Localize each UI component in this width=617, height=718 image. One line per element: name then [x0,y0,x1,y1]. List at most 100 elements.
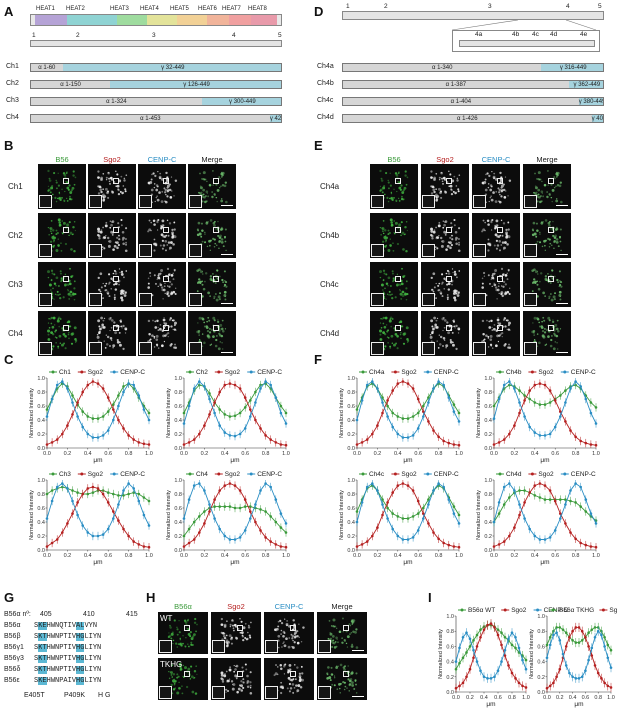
data-point [437,380,440,383]
data-point [587,645,590,648]
data-point [416,411,420,415]
roi-box [394,226,401,233]
data-point [147,545,151,549]
roi-box [237,624,243,631]
x-tick-label: 0.4 [531,553,539,559]
panel-label-g: G [4,590,15,605]
legend-marker [426,370,430,374]
inset-zoom [318,686,331,699]
residue: W [50,677,56,685]
data-point [543,484,547,487]
y-tick-label: 1.0 [37,478,45,484]
legend-entry: Ch4d [506,471,522,478]
data-point [564,401,567,404]
data-point [489,677,493,680]
legend-entry: Sgo2 [401,369,417,376]
y-tick-label: 0.4 [347,520,355,526]
data-point [203,522,206,525]
data-point [198,432,201,436]
data-point [91,417,95,420]
data-point [447,396,451,399]
inset-zoom [159,640,172,653]
residue: H [46,633,51,641]
data-point [279,404,283,408]
data-point [533,431,537,434]
residue: Y [88,622,93,630]
x-tick-label: 0.8 [125,451,133,457]
data-point [508,432,511,436]
data-point [457,522,461,525]
subregion-label: 4c [532,31,539,38]
residue: T [42,633,47,641]
b-micrograph [188,164,236,209]
panel-label-e: E [314,138,323,153]
position-number: 415 [126,611,138,618]
residue: E [42,677,47,685]
data-point [391,491,395,494]
data-point [411,515,415,518]
residue: I [88,644,93,652]
x-tick-label: 0.4 [221,451,229,457]
chromosome-spots [196,268,228,302]
legend-marker [530,370,534,374]
inset-zoom [524,244,537,257]
data-point [233,414,237,418]
data-point [187,541,191,545]
data-point [238,536,242,539]
data-point [360,543,364,546]
isoform-sequence: SKEHWNQTIVALVYN [34,622,97,630]
residue: H [46,644,51,652]
data-point [475,633,479,637]
data-point [187,527,191,531]
data-point [233,484,237,487]
x-axis-label: μm [93,457,102,464]
y-tick-label: 0.2 [174,534,182,540]
data-point [132,438,135,441]
residue: V [71,622,77,630]
data-point [187,441,191,444]
inset-zoom [39,293,52,306]
data-point [61,531,64,534]
data-point [264,434,267,437]
data-point [432,531,435,534]
residue: W [50,655,56,663]
data-point [589,545,593,548]
data-point [564,420,567,423]
data-point [228,538,232,541]
b-micrograph [138,213,186,258]
data-point [447,441,451,445]
residue: N [92,622,98,630]
legend-marker [393,370,397,374]
data-point [182,545,186,548]
inset-zoom [139,342,152,355]
b-row-label: Ch2 [8,230,23,240]
data-point [45,517,49,520]
legend-marker [217,370,221,374]
inset-zoom [371,195,384,208]
data-point [596,671,600,675]
data-point [249,510,252,513]
e-column-header: Merge [536,155,558,164]
inset-zoom [422,195,435,208]
data-point [571,675,574,679]
roi-box [212,226,219,233]
data-point [269,485,273,489]
data-point [571,629,574,633]
x-tick-label: 0.6 [241,451,249,457]
data-point [208,392,211,395]
data-point [492,520,496,524]
x-tick-label: 0.4 [221,553,229,559]
legend-entry: CENP-C [257,369,282,376]
data-point [55,438,59,441]
data-point [45,492,49,496]
data-point [223,505,227,508]
x-tick-label: 0.2 [511,451,519,457]
data-point [492,417,496,420]
data-point [524,686,528,689]
data-point [50,489,54,492]
data-point [489,622,493,625]
residue: E [42,622,47,630]
data-point [122,385,125,388]
data-point [137,499,141,503]
residue: H [46,677,51,685]
